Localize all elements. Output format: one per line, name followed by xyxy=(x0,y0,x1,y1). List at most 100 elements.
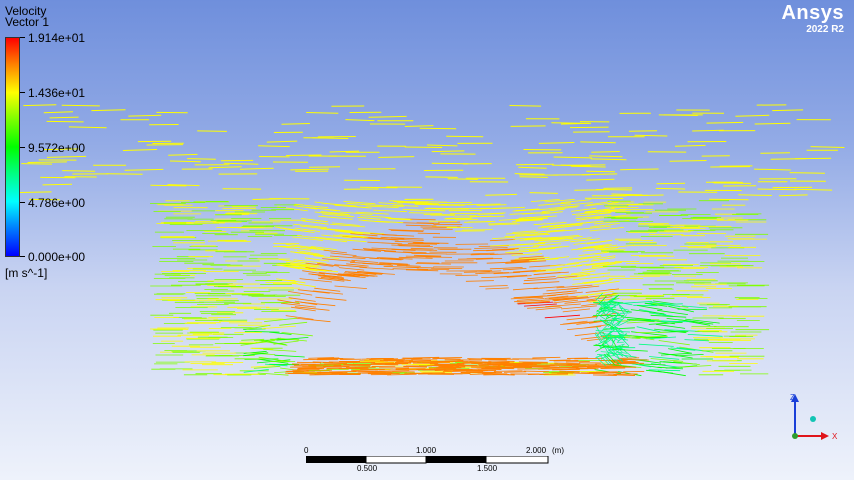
velocity-vector xyxy=(464,221,492,223)
velocity-vector xyxy=(389,200,416,203)
velocity-vector xyxy=(604,366,629,368)
velocity-vector xyxy=(576,292,606,297)
velocity-vector xyxy=(601,320,609,327)
velocity-vector xyxy=(657,309,688,315)
velocity-vector xyxy=(337,274,366,278)
legend-unit: [m s^-1] xyxy=(5,266,48,280)
velocity-vector xyxy=(291,282,316,288)
velocity-vector xyxy=(532,356,561,359)
velocity-vector xyxy=(509,246,539,249)
velocity-vector xyxy=(415,263,452,265)
velocity-vector xyxy=(244,331,280,333)
velocity-vector xyxy=(257,372,289,376)
velocity-vector xyxy=(557,272,591,277)
velocity-vector xyxy=(559,370,580,373)
velocity-vector xyxy=(128,114,162,117)
velocity-vector xyxy=(359,186,398,189)
velocity-vector xyxy=(550,206,578,210)
velocity-vector xyxy=(374,204,405,207)
velocity-vector xyxy=(515,163,554,166)
velocity-vector xyxy=(380,257,404,260)
velocity-vector xyxy=(547,292,575,297)
velocity-vector xyxy=(578,251,610,256)
velocity-vector xyxy=(603,187,633,189)
velocity-vector xyxy=(294,306,330,311)
velocity-vector xyxy=(310,246,337,250)
velocity-vector xyxy=(416,222,440,224)
velocity-vector xyxy=(634,134,668,137)
velocity-vector xyxy=(590,158,627,161)
velocity-vector xyxy=(518,255,544,259)
velocity-vector xyxy=(382,263,408,266)
velocity-vector xyxy=(619,312,631,314)
velocity-vector xyxy=(492,373,515,376)
scale-unit: (m) xyxy=(552,446,564,455)
velocity-vector xyxy=(286,370,309,372)
velocity-vector xyxy=(664,329,700,332)
velocity-vector xyxy=(223,162,259,165)
velocity-vector xyxy=(584,202,619,207)
velocity-vector xyxy=(654,328,687,334)
velocity-vector xyxy=(560,164,591,167)
velocity-vector xyxy=(274,354,305,358)
velocity-vector xyxy=(511,259,537,262)
velocity-vector xyxy=(313,255,340,260)
velocity-vector xyxy=(462,365,491,367)
velocity-vector xyxy=(560,305,597,310)
velocity-vector xyxy=(339,211,373,215)
velocity-vector xyxy=(657,366,684,370)
velocity-vector xyxy=(588,298,621,303)
velocity-vector xyxy=(685,318,720,324)
velocity-vector xyxy=(315,296,347,301)
velocity-vector xyxy=(415,204,438,206)
velocity-vector xyxy=(297,250,320,255)
velocity-vector xyxy=(596,325,607,337)
velocity-vector xyxy=(292,369,320,371)
axis-y-indicator xyxy=(810,416,816,422)
velocity-vector xyxy=(514,256,550,260)
velocity-vector xyxy=(619,333,631,337)
velocity-vector xyxy=(538,142,575,144)
velocity-vector xyxy=(240,167,274,170)
velocity-vector xyxy=(393,201,429,204)
velocity-vector xyxy=(394,240,424,243)
velocity-vector xyxy=(600,309,610,313)
velocity-vector xyxy=(43,148,79,151)
velocity-vector xyxy=(379,262,408,265)
velocity-vector xyxy=(564,275,588,279)
z-axis-arrow xyxy=(791,394,799,402)
velocity-vector xyxy=(532,269,563,273)
velocity-vector xyxy=(281,123,310,125)
velocity-vector xyxy=(519,176,548,178)
velocity-vector xyxy=(599,315,608,321)
velocity-vector xyxy=(277,299,300,305)
velocity-vector xyxy=(566,221,598,226)
velocity-vector xyxy=(320,228,353,233)
velocity-vector xyxy=(606,353,616,363)
velocity-vector xyxy=(342,235,376,240)
velocity-vector xyxy=(533,272,561,276)
axis-triad[interactable]: Z X xyxy=(778,388,838,448)
velocity-vector xyxy=(650,314,687,318)
legend-value-2: 1.436e+01 xyxy=(28,86,86,100)
velocity-vector xyxy=(405,269,439,272)
velocity-vector xyxy=(556,265,583,269)
velocity-vector xyxy=(354,272,377,275)
velocity-vector xyxy=(404,146,443,148)
velocity-vector xyxy=(600,332,608,335)
velocity-vector xyxy=(368,115,407,118)
velocity-vector xyxy=(323,362,348,365)
velocity-vector xyxy=(598,354,610,365)
velocity-vector xyxy=(387,238,424,241)
velocity-vector xyxy=(485,193,518,196)
velocity-vector xyxy=(669,160,707,162)
velocity-vector xyxy=(655,187,686,190)
velocity-vector xyxy=(546,287,579,292)
velocity-vector xyxy=(599,244,634,250)
velocity-vector xyxy=(476,204,507,206)
velocity-vector xyxy=(378,156,415,158)
scale-label-1: 1.000 xyxy=(416,446,437,455)
velocity-vector xyxy=(323,238,348,243)
velocity-vector xyxy=(515,218,543,222)
